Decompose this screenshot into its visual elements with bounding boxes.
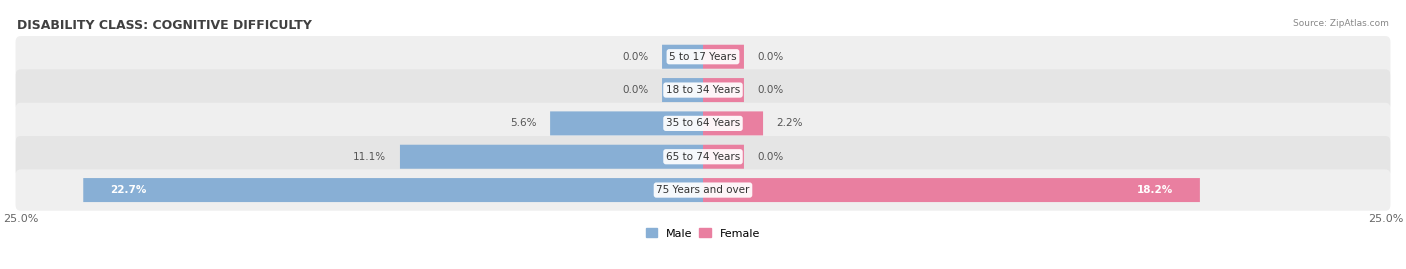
- Text: 18 to 34 Years: 18 to 34 Years: [666, 85, 740, 95]
- Text: 0.0%: 0.0%: [621, 52, 648, 62]
- FancyBboxPatch shape: [550, 111, 703, 135]
- Text: 5.6%: 5.6%: [510, 118, 537, 128]
- Legend: Male, Female: Male, Female: [641, 224, 765, 243]
- Text: 2.2%: 2.2%: [776, 118, 803, 128]
- Text: Source: ZipAtlas.com: Source: ZipAtlas.com: [1294, 19, 1389, 28]
- FancyBboxPatch shape: [15, 103, 1391, 144]
- FancyBboxPatch shape: [703, 111, 763, 135]
- Text: 11.1%: 11.1%: [353, 152, 387, 162]
- FancyBboxPatch shape: [703, 178, 1199, 202]
- Text: 75 Years and over: 75 Years and over: [657, 185, 749, 195]
- Text: 18.2%: 18.2%: [1136, 185, 1173, 195]
- Text: 35 to 64 Years: 35 to 64 Years: [666, 118, 740, 128]
- FancyBboxPatch shape: [15, 36, 1391, 77]
- Text: 65 to 74 Years: 65 to 74 Years: [666, 152, 740, 162]
- FancyBboxPatch shape: [83, 178, 703, 202]
- FancyBboxPatch shape: [662, 45, 703, 69]
- FancyBboxPatch shape: [15, 169, 1391, 211]
- Text: 0.0%: 0.0%: [758, 85, 785, 95]
- Text: 0.0%: 0.0%: [621, 85, 648, 95]
- FancyBboxPatch shape: [662, 78, 703, 102]
- FancyBboxPatch shape: [703, 78, 744, 102]
- FancyBboxPatch shape: [15, 136, 1391, 177]
- FancyBboxPatch shape: [703, 45, 744, 69]
- Text: 5 to 17 Years: 5 to 17 Years: [669, 52, 737, 62]
- FancyBboxPatch shape: [703, 145, 744, 169]
- Text: 0.0%: 0.0%: [758, 152, 785, 162]
- Text: 22.7%: 22.7%: [111, 185, 148, 195]
- Text: DISABILITY CLASS: COGNITIVE DIFFICULTY: DISABILITY CLASS: COGNITIVE DIFFICULTY: [17, 19, 312, 32]
- FancyBboxPatch shape: [399, 145, 703, 169]
- Text: 0.0%: 0.0%: [758, 52, 785, 62]
- FancyBboxPatch shape: [15, 69, 1391, 111]
